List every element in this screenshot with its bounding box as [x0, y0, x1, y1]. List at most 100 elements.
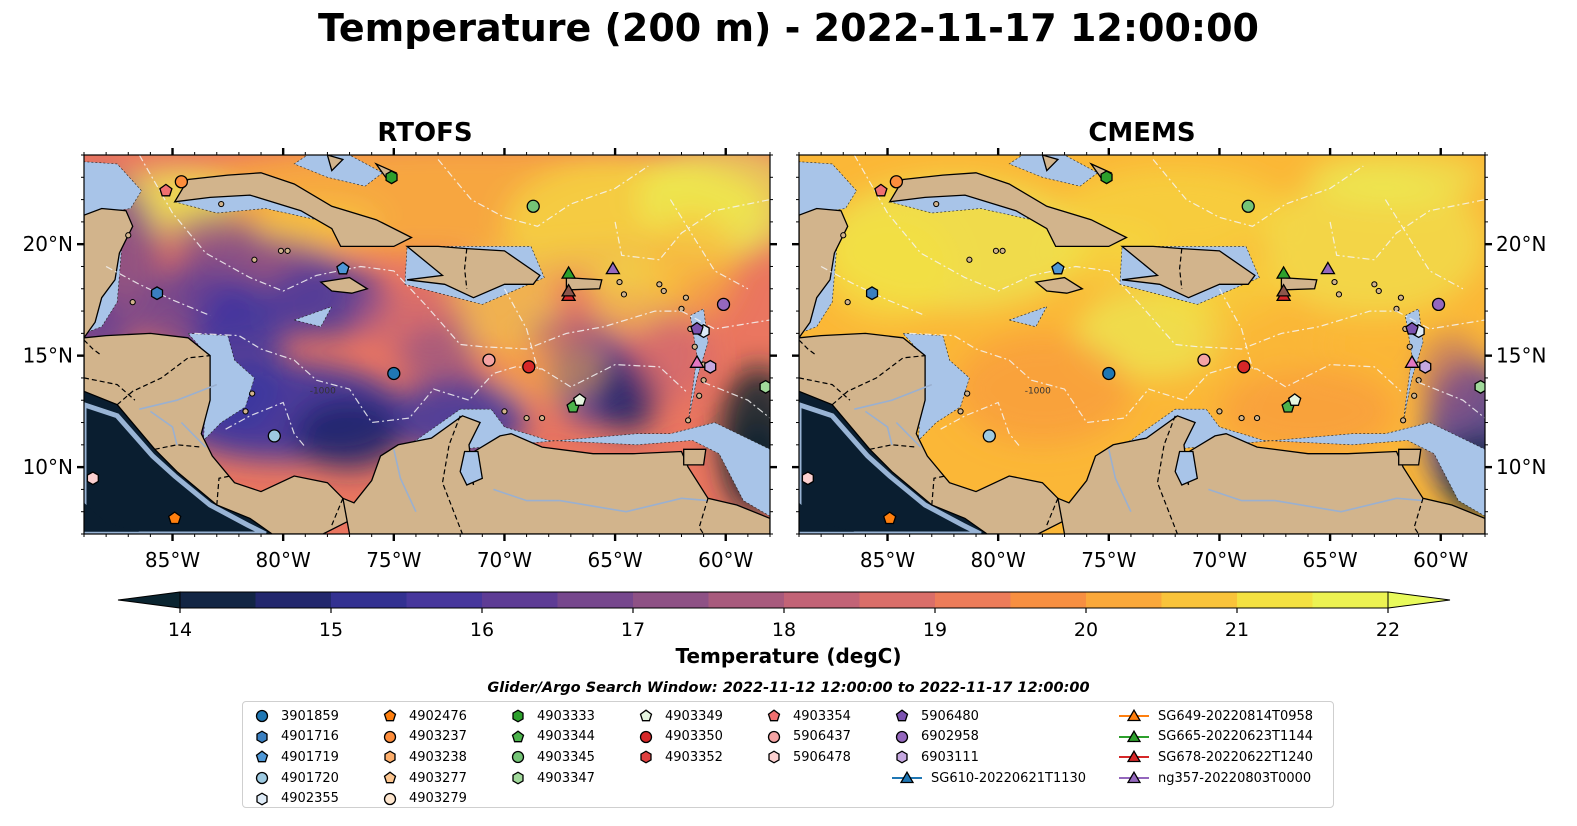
- country-border: [84, 339, 103, 357]
- cmems-map: -1000 85°W 80°W 75°W 70°W 65°W 60°W 20°N 15°N 10°…: [792, 148, 1546, 572]
- land-hispaniola: [1120, 245, 1256, 299]
- eez-boundary: [1218, 288, 1254, 370]
- colorbar-segment: [1086, 592, 1163, 608]
- legend-label: ng357-20220803T0000: [1158, 770, 1312, 786]
- legend-label: 4903354: [793, 708, 851, 724]
- legend-marker-icon: [256, 730, 268, 744]
- eez-boundary: [1152, 159, 1364, 227]
- island: [249, 390, 256, 397]
- colorbar-under-arrow: [117, 591, 181, 609]
- legend-column: SG649-20220814T0958 SG665-20220623T1144 SG…: [1118, 706, 1313, 788]
- island: [242, 408, 249, 415]
- legend-label: 6903111: [921, 749, 979, 765]
- legend-label: SG649-20220814T0958: [1158, 708, 1314, 724]
- argo-marker-4902476: [882, 511, 897, 525]
- island: [992, 247, 1000, 254]
- eez-boundary: [503, 288, 539, 370]
- island: [966, 256, 973, 263]
- colorbar-segment: [935, 592, 1012, 608]
- colorbar-tick-label: 19: [923, 619, 947, 641]
- argo-marker-4903237: [889, 175, 904, 189]
- colorbar-tick-label: 22: [1376, 619, 1400, 641]
- glider-marker-ng357-20220803T0000: [1320, 261, 1336, 275]
- argo-marker-4903349: [572, 393, 587, 406]
- cmems-panel-title: CMEMS: [1088, 118, 1196, 148]
- eez-boundary: [1329, 199, 1485, 261]
- land-jamaica: [319, 276, 369, 294]
- legend-marker-icon: [639, 730, 653, 744]
- island: [1411, 392, 1418, 399]
- legend-marker-icon: [383, 730, 397, 744]
- land-hispaniola: [405, 245, 541, 299]
- river: [180, 421, 207, 448]
- colorbar-segment: [1161, 592, 1238, 608]
- country-border: [216, 475, 231, 506]
- country-border: [84, 377, 136, 401]
- country-border: [1156, 415, 1178, 534]
- argo-marker-6903111: [704, 359, 717, 374]
- island: [1415, 377, 1422, 384]
- legend-label: 5906478: [793, 749, 851, 765]
- land-bahamas1: [1041, 155, 1060, 172]
- island: [656, 281, 663, 288]
- lon-tick-label: 60°W: [1413, 548, 1468, 572]
- legend-marker-icon: [768, 750, 780, 765]
- argo-marker-4903237: [174, 175, 189, 189]
- argo-marker-4901720: [982, 429, 996, 443]
- argo-marker-6902958: [1431, 297, 1446, 312]
- river: [493, 488, 560, 502]
- temperature-anomaly: [172, 210, 262, 265]
- temperature-anomaly: [1197, 288, 1331, 378]
- temperature-colorbar: 14 15 16 17 18 19 20 21 22: [117, 591, 1451, 641]
- island: [277, 247, 285, 254]
- legend-marker-icon: [767, 730, 781, 744]
- colorbar-segment: [708, 592, 785, 608]
- legend-marker-icon: [896, 750, 908, 765]
- legend-label: 4903347: [537, 770, 595, 786]
- legend-item: 4901716: [251, 727, 339, 748]
- glider-marker-ru29-20221116T1326: [689, 354, 705, 368]
- legend-item: 4903347: [507, 768, 595, 789]
- legend-item: SG610-20220621T1130: [891, 768, 1086, 789]
- glider-marker-ru29-20221116T1326: [1404, 354, 1420, 368]
- legend-item: 5906437: [763, 727, 851, 748]
- temperature-anomaly: [294, 398, 405, 470]
- argo-marker-4901719: [1051, 261, 1065, 275]
- colorbar-segment: [1010, 592, 1087, 608]
- legend-column: 3901859 4901716 4901719 4901720 4902355: [251, 706, 339, 809]
- continental-shelf: [1008, 155, 1099, 187]
- legend-item: 4902355: [251, 788, 339, 809]
- legend-label: 4902355: [281, 791, 339, 807]
- colorbar-segment: [1237, 592, 1314, 608]
- glider-marker-ng597-20220907T0000: [560, 283, 577, 297]
- legend-marker-icon: [384, 750, 396, 765]
- legend-label: 4901716: [281, 729, 339, 745]
- argo-marker-4901716: [150, 286, 164, 301]
- legend-label: 4903349: [665, 708, 723, 724]
- land-southAmerica: [1057, 415, 1485, 534]
- argo-marker-3901859: [1102, 366, 1116, 381]
- land-cuba: [173, 172, 413, 248]
- legend-label: SG678-20220622T1240: [1158, 749, 1314, 765]
- lon-tick-label: 65°W: [587, 548, 642, 572]
- legend-label: 4902476: [409, 708, 467, 724]
- legend-label: 4903350: [665, 729, 723, 745]
- eez-boundary: [194, 332, 687, 424]
- argo-marker-5906478: [801, 471, 814, 486]
- legend-marker-icon: [892, 770, 922, 784]
- island: [125, 232, 132, 239]
- colorbar-segment: [482, 592, 559, 608]
- legend-item: 4903345: [507, 747, 595, 768]
- land-centralAmerica: [84, 332, 351, 534]
- legend-item: SG649-20220814T0958: [1118, 706, 1313, 727]
- argo-marker-4901720: [267, 429, 281, 443]
- legend-marker-icon: [256, 792, 268, 806]
- argo-marker-4903350: [522, 360, 536, 374]
- legend-label: 5906480: [921, 708, 979, 724]
- temperature-anomaly: [1307, 155, 1485, 205]
- country-border: [331, 498, 344, 526]
- land-lakeMaracaibo: [459, 450, 484, 486]
- land-southAmerica: [342, 415, 770, 534]
- eez-boundary: [681, 310, 770, 330]
- legend-item: 4903349: [635, 706, 723, 727]
